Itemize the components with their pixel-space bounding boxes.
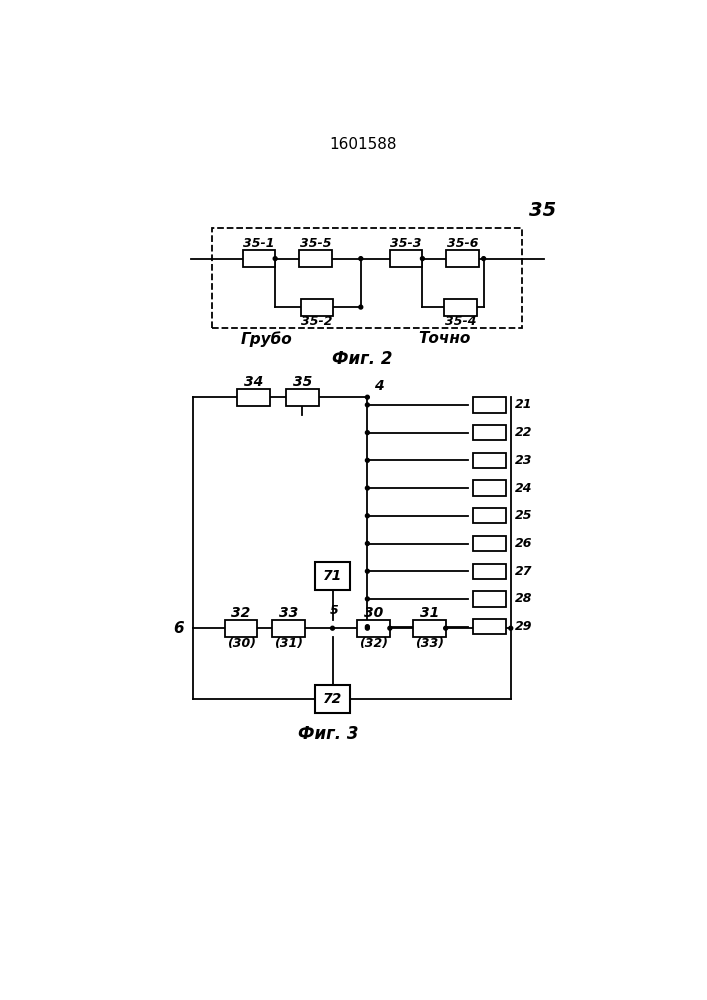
Circle shape [366,458,369,462]
Text: 34: 34 [244,375,263,389]
Circle shape [366,514,369,518]
Text: 5: 5 [329,604,339,617]
Text: 33: 33 [279,606,298,620]
Bar [315,685,349,713]
Text: 28: 28 [515,592,532,605]
Bar [286,389,319,406]
Circle shape [509,626,513,630]
Bar [299,250,332,267]
Circle shape [366,625,369,629]
Circle shape [359,257,363,261]
Circle shape [359,305,363,309]
Bar [357,620,390,637]
Text: 6: 6 [173,621,184,636]
Bar [237,389,270,406]
Circle shape [366,403,369,407]
Text: 35: 35 [293,375,312,389]
Text: 21: 21 [515,398,532,411]
Text: 35-2: 35-2 [301,315,333,328]
Bar [243,250,275,267]
Text: 1601588: 1601588 [329,137,397,152]
Bar [473,536,506,551]
Bar [272,620,305,637]
Circle shape [366,486,369,490]
Bar [390,250,422,267]
Circle shape [366,431,369,435]
Text: 30: 30 [364,606,383,620]
Text: 72: 72 [323,692,342,706]
Bar [473,564,506,579]
Circle shape [366,626,369,630]
Text: (30): (30) [226,637,255,650]
Bar [473,619,506,634]
Circle shape [388,626,392,630]
Bar [473,508,506,523]
Text: 35-5: 35-5 [300,237,331,250]
Bar [300,299,333,316]
Bar [225,620,257,637]
Text: 26: 26 [515,537,532,550]
Bar [473,591,506,607]
Text: 71: 71 [323,569,342,583]
Text: 22: 22 [515,426,532,439]
Bar [473,397,506,413]
Bar [315,562,349,590]
Circle shape [366,569,369,573]
Circle shape [366,542,369,545]
Text: Грубо: Грубо [241,331,293,347]
Circle shape [366,395,369,399]
Bar [473,425,506,440]
Bar [473,453,506,468]
Text: 35: 35 [529,201,556,220]
Text: Фиг. 3: Фиг. 3 [298,725,359,743]
Text: 25: 25 [515,509,532,522]
Text: 27: 27 [515,565,532,578]
Bar [473,480,506,496]
Text: 35-6: 35-6 [447,237,479,250]
Text: 32: 32 [231,606,251,620]
Text: Точно: Точно [419,331,471,346]
Circle shape [366,597,369,601]
Circle shape [481,257,486,261]
Text: Фиг. 2: Фиг. 2 [332,350,392,368]
Text: (33): (33) [415,637,444,650]
Text: 4: 4 [373,379,383,393]
Text: (32): (32) [359,637,388,650]
Circle shape [444,626,448,630]
Text: 31: 31 [420,606,439,620]
Text: 35-4: 35-4 [445,315,476,328]
Text: 35-1: 35-1 [243,237,274,250]
Bar [413,620,445,637]
Circle shape [273,257,277,261]
Text: 23: 23 [515,454,532,467]
Circle shape [331,626,334,630]
Text: 29: 29 [515,620,532,633]
Text: 35-3: 35-3 [390,237,422,250]
Bar [444,299,477,316]
Text: 24: 24 [515,482,532,495]
Text: (31): (31) [274,637,303,650]
Bar [446,250,479,267]
Circle shape [421,257,424,261]
